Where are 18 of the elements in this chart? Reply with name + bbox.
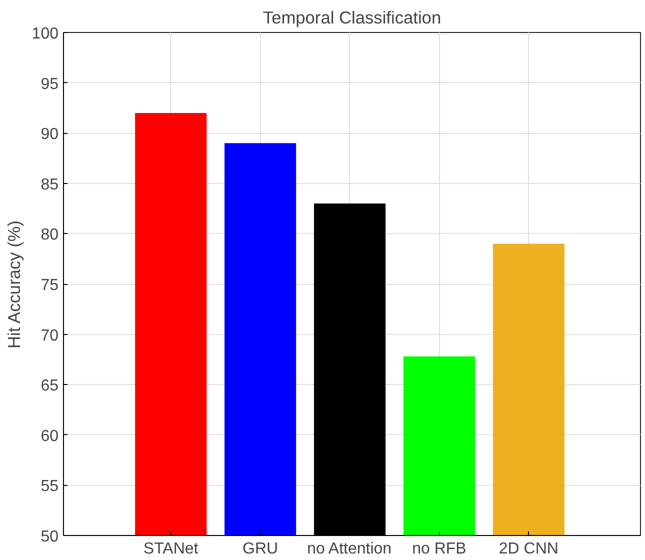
x-tick-label: no Attention [307,540,392,558]
x-tick-label: GRU [242,540,278,558]
x-tick-label: no RFB [412,540,466,558]
chart-title: Temporal Classification [262,8,442,28]
y-tick-label: 90 [40,126,59,144]
y-axis-title: Hit Accuracy (%) [4,220,24,349]
x-tick-label: 2D CNN [498,540,558,558]
y-tick-label: 60 [40,428,59,445]
y-tick-label: 70 [40,327,59,344]
y-tick-label: 80 [40,226,59,244]
y-tick-label: 50 [40,528,59,546]
y-tick-label: 55 [40,478,59,496]
y-tick-label: 85 [40,176,59,194]
y-tick-label: 65 [40,378,59,395]
y-tick-label: 75 [40,277,59,294]
x-tick-label: STANet [143,540,199,558]
y-tick-label: 95 [40,76,59,93]
y-tick-label: 100 [32,26,59,42]
